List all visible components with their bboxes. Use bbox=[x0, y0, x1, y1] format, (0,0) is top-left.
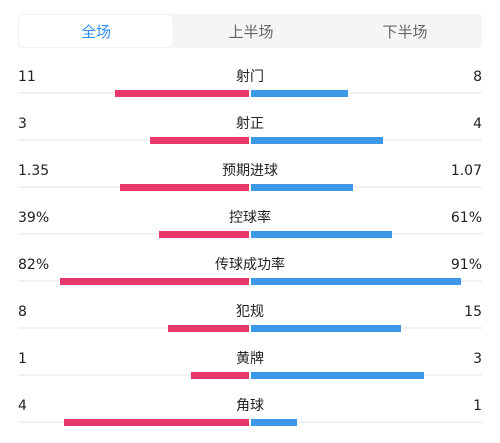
away-value: 8 bbox=[473, 69, 482, 85]
home-bar bbox=[159, 231, 249, 238]
away-value: 3 bbox=[473, 351, 482, 367]
home-value: 11 bbox=[18, 69, 36, 85]
tab-first-half[interactable]: 上半场 bbox=[228, 22, 274, 41]
stat-label: 角球 bbox=[236, 398, 264, 414]
stat-label: 控球率 bbox=[229, 210, 271, 226]
stat-row: 角球 4 1 bbox=[0, 397, 500, 443]
stat-row: 控球率 39% 61% bbox=[0, 209, 500, 255]
stat-label: 黄牌 bbox=[236, 351, 264, 367]
home-value: 4 bbox=[18, 398, 27, 414]
home-bar bbox=[168, 325, 249, 332]
away-bar bbox=[251, 231, 392, 238]
home-bar bbox=[64, 419, 249, 426]
stat-label: 预期进球 bbox=[222, 163, 278, 179]
home-value: 3 bbox=[18, 116, 27, 132]
home-bar bbox=[120, 184, 249, 191]
away-value: 1 bbox=[473, 398, 482, 414]
stat-row: 传球成功率 82% 91% bbox=[0, 256, 500, 302]
home-value: 8 bbox=[18, 304, 27, 320]
away-value: 15 bbox=[464, 304, 482, 320]
home-track bbox=[18, 233, 249, 235]
home-bar bbox=[60, 278, 249, 285]
away-value: 4 bbox=[473, 116, 482, 132]
home-bar bbox=[191, 372, 249, 379]
home-track bbox=[18, 327, 249, 329]
away-bar bbox=[251, 90, 348, 97]
stat-label: 犯规 bbox=[236, 304, 264, 320]
stat-row: 射门 11 8 bbox=[0, 68, 500, 114]
away-value: 61% bbox=[450, 210, 482, 226]
home-bar bbox=[150, 137, 249, 144]
home-track bbox=[18, 139, 249, 141]
away-bar bbox=[251, 184, 353, 191]
home-value: 39% bbox=[18, 210, 50, 226]
stat-label: 传球成功率 bbox=[215, 257, 285, 273]
stat-row: 射正 3 4 bbox=[0, 115, 500, 161]
away-bar bbox=[251, 137, 383, 144]
home-bar bbox=[115, 90, 249, 97]
away-track bbox=[251, 186, 482, 188]
away-bar bbox=[251, 419, 297, 426]
away-value: 91% bbox=[450, 257, 482, 273]
home-value: 82% bbox=[18, 257, 50, 273]
away-bar bbox=[251, 372, 424, 379]
home-value: 1 bbox=[18, 351, 27, 367]
home-value: 1.35 bbox=[18, 163, 50, 179]
period-tabs: 全场 上半场 下半场 bbox=[18, 14, 482, 48]
stat-label: 射门 bbox=[236, 69, 264, 85]
away-value: 1.07 bbox=[450, 163, 482, 179]
away-track bbox=[251, 92, 482, 94]
home-track bbox=[18, 374, 249, 376]
away-bar bbox=[251, 278, 461, 285]
stat-row: 犯规 8 15 bbox=[0, 303, 500, 349]
tab-second-half[interactable]: 下半场 bbox=[382, 22, 428, 41]
away-track bbox=[251, 421, 482, 423]
away-bar bbox=[251, 325, 401, 332]
tab-full-match[interactable]: 全场 bbox=[19, 15, 173, 47]
stat-label: 射正 bbox=[236, 116, 264, 132]
stat-row: 黄牌 1 3 bbox=[0, 350, 500, 396]
stat-row: 预期进球 1.35 1.07 bbox=[0, 162, 500, 208]
